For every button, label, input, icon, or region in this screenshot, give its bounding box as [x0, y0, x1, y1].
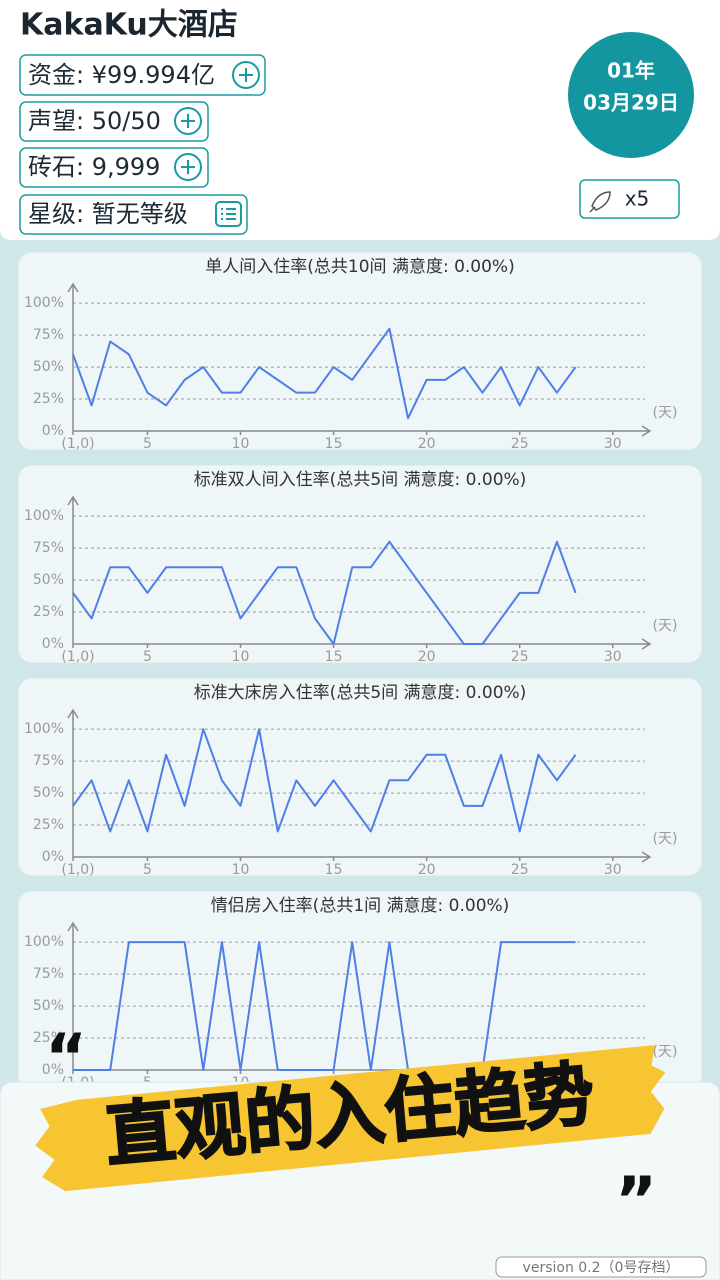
y-tick-label: 100%: [24, 934, 64, 950]
x-axis-label: (天): [653, 405, 678, 421]
star-list-button[interactable]: [215, 201, 242, 227]
y-tick-label: 25%: [33, 604, 64, 620]
y-tick-label: 75%: [33, 753, 64, 769]
speed-button[interactable]: [579, 179, 680, 219]
version: version 0.2（0号存档）: [523, 1260, 680, 1276]
version-box: [495, 1256, 707, 1278]
y-tick-label: 25%: [33, 817, 64, 833]
y-tick-label: 100%: [24, 721, 64, 737]
occupancy-line: [72, 327, 577, 420]
date-badge: [568, 32, 694, 158]
add-diamond-button[interactable]: [174, 153, 202, 181]
x-axis: [73, 851, 652, 863]
open-quote: “: [45, 1022, 87, 1096]
occupancy-line: [73, 941, 576, 1071]
chart-card: 标准大床房入住率(总共5间 满意度: 0.00%) 0% 25% 50% 75% 100%…: [17, 677, 703, 878]
occupancy-line: [72, 540, 577, 645]
chart-background: [17, 251, 703, 451]
diamond-box: [19, 147, 209, 188]
x-tick-label: 10: [232, 649, 250, 665]
x-tick-label: 30: [604, 436, 622, 452]
y-axis: [67, 708, 79, 857]
y-tick-label: 0%: [42, 849, 64, 865]
x-axis: [73, 638, 652, 650]
diamonds: 砖石: 9,999: [28, 153, 160, 181]
y-tick-label: 0%: [42, 423, 64, 439]
close-quote: ”: [615, 1165, 657, 1239]
star-box: [19, 194, 248, 235]
hotel-name: KakaKu大酒店: [20, 8, 238, 43]
x-tick-label: 20: [418, 649, 436, 665]
chart-background: [17, 677, 703, 877]
y-tick-label: 100%: [24, 295, 64, 311]
chart-background: [17, 464, 703, 664]
x-tick-label: 15: [325, 862, 343, 878]
fame: 声望: 50/50: [28, 107, 161, 135]
fame-box: [19, 101, 209, 142]
x-tick-label: 10: [232, 862, 250, 878]
chart-title: 标准大床房入住率(总共5间 满意度: 0.00%): [194, 683, 527, 703]
x-tick-label: 20: [418, 862, 436, 878]
y-tick-label: 25%: [33, 391, 64, 407]
y-tick-label: 75%: [33, 540, 64, 556]
chart-card: 单人间入住率(总共10间 满意度: 0.00%) 0% 25% 50% 75% 100% (…: [17, 251, 703, 452]
y-tick-label: 50%: [33, 572, 64, 588]
y-tick-label: 100%: [24, 508, 64, 524]
star-level: 星级: 暂无等级: [28, 200, 188, 228]
y-tick-label: 75%: [33, 327, 64, 343]
x-axis-label: (天): [653, 618, 678, 634]
y-tick-label: 0%: [42, 636, 64, 652]
x-tick-label: 15: [325, 436, 343, 452]
x-tick-label: (1,0): [61, 862, 94, 878]
add-money-button[interactable]: [232, 61, 260, 89]
date-year: 01年: [607, 59, 655, 83]
x-axis: [73, 425, 652, 437]
y-axis: [67, 495, 79, 644]
banner-brush: [35, 1045, 666, 1192]
x-tick-label: 5: [143, 436, 152, 452]
rocket-icon: [589, 191, 611, 213]
x-tick-label: 30: [604, 649, 622, 665]
x-tick-label: 20: [418, 436, 436, 452]
chart-card: 情侣房入住率(总共1间 满意度: 0.00%)0%25%50%75%100%(1…: [17, 890, 703, 1091]
y-tick-label: 50%: [33, 359, 64, 375]
speed: x5: [625, 187, 650, 211]
chart-card: 标准双人间入住率(总共5间 满意度: 0.00%) 0% 25% 50% 75% 100%…: [17, 464, 703, 665]
y-tick-label: 50%: [33, 998, 64, 1014]
x-tick-label: 5: [143, 649, 152, 665]
chart-title: 情侣房入住率(总共1间 满意度: 0.00%): [211, 896, 510, 916]
y-tick-label: 0%: [42, 1062, 64, 1078]
x-tick-label: 10: [232, 436, 250, 452]
y-axis: [67, 282, 79, 431]
x-tick-label: (1,0): [61, 649, 94, 665]
x-tick-label: (1,0): [61, 436, 94, 452]
chart-title: 标准双人间入住率(总共5间 满意度: 0.00%): [194, 470, 527, 490]
y-tick-label: 25%: [33, 1030, 64, 1046]
x-tick-label: 30: [604, 862, 622, 878]
banner: 直观的入住趋势: [35, 1045, 666, 1192]
x-tick-label: 5: [143, 862, 152, 878]
x-axis-label: (天): [653, 1044, 678, 1060]
overlay: 直观的入住趋势 “ ” version 0.2（0号存档）: [0, 1022, 720, 1280]
x-axis-label: (天): [653, 831, 678, 847]
x-tick-label: 25: [511, 649, 529, 665]
add-fame-button[interactable]: [174, 107, 202, 135]
x-tick-label: 25: [511, 862, 529, 878]
chart-title: 单人间入住率(总共10间 满意度: 0.00%): [205, 257, 514, 277]
x-tick-label: 25: [511, 436, 529, 452]
charts: 单人间入住率(总共10间 满意度: 0.00%)0%25%50%75%100%(…: [17, 251, 703, 1091]
x-tick-label: 15: [325, 649, 343, 665]
money-box: [19, 54, 266, 96]
occupancy-line: [72, 728, 577, 833]
date-day: 03月29日: [583, 91, 679, 115]
y-axis: [67, 921, 79, 1070]
y-tick-label: 75%: [33, 966, 64, 982]
y-tick-label: 50%: [33, 785, 64, 801]
money: 资金: ¥99.994亿: [28, 61, 215, 89]
